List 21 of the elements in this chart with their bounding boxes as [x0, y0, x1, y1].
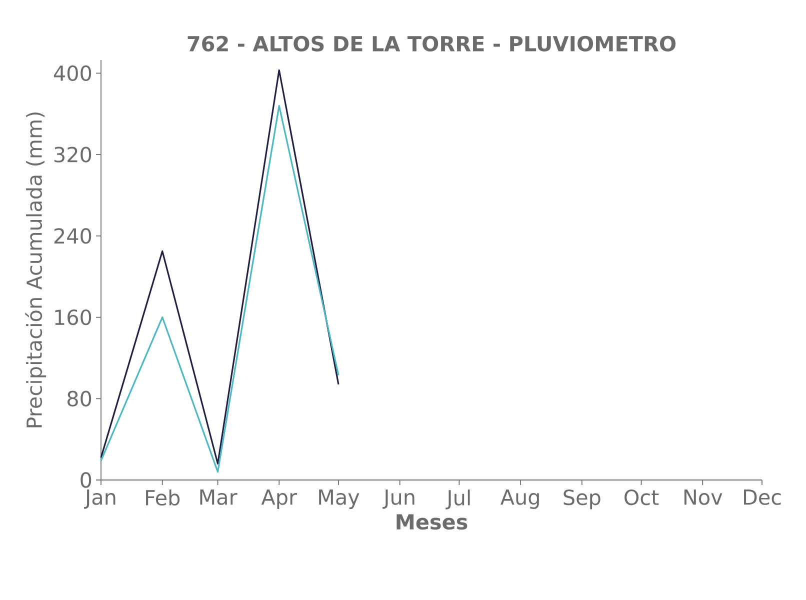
chart-title: 762 - ALTOS DE LA TORRE - PLUVIOMETRO [188, 36, 676, 52]
x-tick-label: Jan [84, 490, 116, 509]
x-tick-label: May [319, 490, 360, 509]
y-tick-label: 80 [68, 390, 92, 406]
y-tick-label: 320 [54, 146, 92, 162]
y-tick-label: 160 [55, 309, 92, 326]
y-tick-label: 0 [80, 472, 92, 488]
x-tick-label: Nov [684, 490, 722, 505]
x-axis-title: Meses [396, 514, 468, 530]
x-tick-label: Jun [382, 490, 414, 509]
x-tick-label: Apr [261, 490, 298, 509]
x-tick-label: Aug [500, 490, 539, 509]
x-tick-label: Jul [446, 490, 470, 510]
x-tick-label: Feb [146, 490, 180, 506]
x-tick-label: Mar [200, 490, 238, 505]
y-axis-title: Precipitación Acumulada (mm) [25, 112, 46, 428]
x-tick-label: Dec [744, 490, 781, 505]
y-tick-label: 400 [54, 65, 92, 82]
x-tick-label: Sep [564, 490, 600, 510]
x-tick-label: Oct [624, 490, 659, 506]
y-tick-label: 240 [54, 228, 92, 244]
